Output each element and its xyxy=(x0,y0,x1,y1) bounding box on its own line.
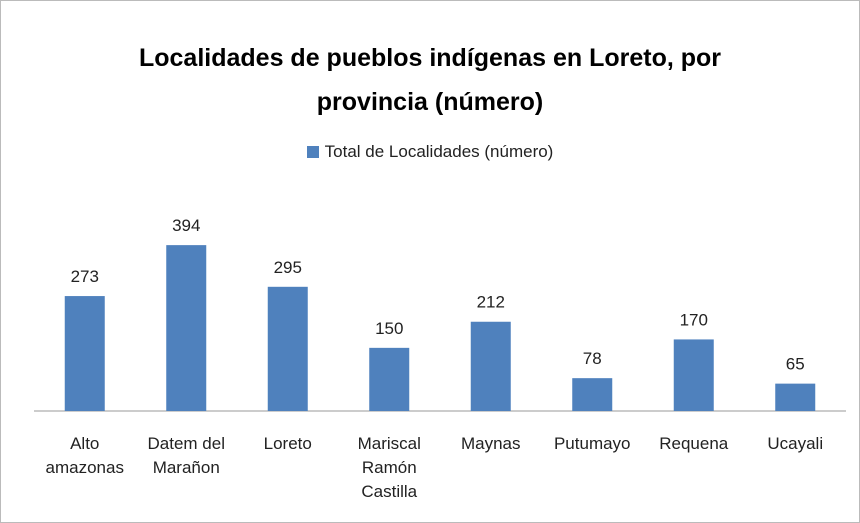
bar xyxy=(470,321,511,411)
data-label: 394 xyxy=(172,216,200,235)
data-label: 170 xyxy=(680,310,708,329)
bar xyxy=(267,286,308,411)
data-label: 212 xyxy=(477,293,505,312)
chart-title: Localidades de pueblos indígenas en Lore… xyxy=(138,44,722,116)
x-tick-label: Datem del Marañon xyxy=(147,434,225,477)
x-tick-label: Mariscal Ramón Castilla xyxy=(357,434,421,501)
x-tick-label: Loreto xyxy=(263,434,312,453)
bar xyxy=(673,339,714,411)
x-tick-label: Maynas xyxy=(460,434,521,453)
legend: Total de Localidades (número) xyxy=(0,142,860,162)
x-tick-label: Alto amazonas xyxy=(45,434,124,477)
x-tick-label: Ucayali xyxy=(767,434,824,453)
data-label: 295 xyxy=(274,258,302,277)
data-label: 65 xyxy=(786,355,805,374)
bar xyxy=(166,245,207,411)
x-tick-label: Requena xyxy=(659,434,729,453)
bar xyxy=(775,383,816,411)
bar xyxy=(572,378,613,411)
bar xyxy=(369,347,410,411)
data-label: 78 xyxy=(583,349,602,368)
legend-swatch xyxy=(306,146,319,158)
bar xyxy=(64,296,105,411)
legend-label: Total de Localidades (número) xyxy=(324,142,554,161)
x-tick-label: Putumayo xyxy=(553,434,631,453)
data-label: 150 xyxy=(375,319,403,338)
data-label: 273 xyxy=(71,267,99,286)
